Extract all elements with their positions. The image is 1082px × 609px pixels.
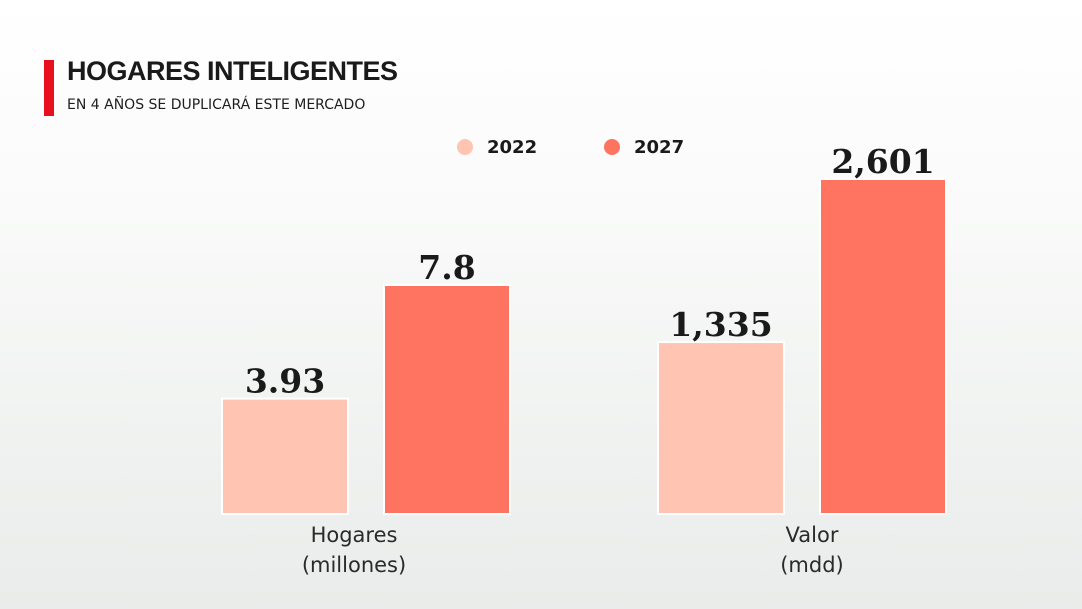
chart-title: HOGARES INTELIGENTES — [67, 56, 398, 86]
value-label-2022-0: 3.93 — [245, 362, 325, 401]
bar-2022-1 — [657, 341, 785, 515]
legend-item-2022: 2022 — [457, 136, 537, 158]
group-label-line-1-1: (mdd) — [780, 553, 844, 577]
chart-panel-0: 3.93 7.8 Hogares (millones) — [221, 248, 511, 577]
bar-2027-1 — [819, 178, 947, 515]
legend-item-2027: 2027 — [604, 136, 684, 158]
title-accent-bar — [44, 60, 54, 116]
bar-2027-0 — [383, 284, 511, 515]
value-label-2022-1: 1,335 — [669, 305, 772, 344]
value-label-2027-1: 2,601 — [831, 142, 934, 181]
group-label-line-0-0: Hogares — [311, 523, 398, 547]
legend-label-2022: 2022 — [487, 136, 538, 158]
legend-label-2027: 2027 — [634, 136, 685, 158]
value-label-2027-0: 7.8 — [418, 248, 475, 287]
chart-subtitle: EN 4 AÑOS SE DUPLICARÁ ESTE MERCADO — [67, 97, 366, 113]
bar-2022-0 — [221, 397, 349, 515]
legend-swatch-2022 — [457, 139, 473, 155]
group-label-line-1-0: (millones) — [302, 553, 406, 577]
legend-swatch-2027 — [604, 139, 620, 155]
group-label-line-0-1: Valor — [786, 523, 839, 547]
chart-panel-1: 1,335 2,601 Valor (mdd) — [657, 142, 947, 577]
